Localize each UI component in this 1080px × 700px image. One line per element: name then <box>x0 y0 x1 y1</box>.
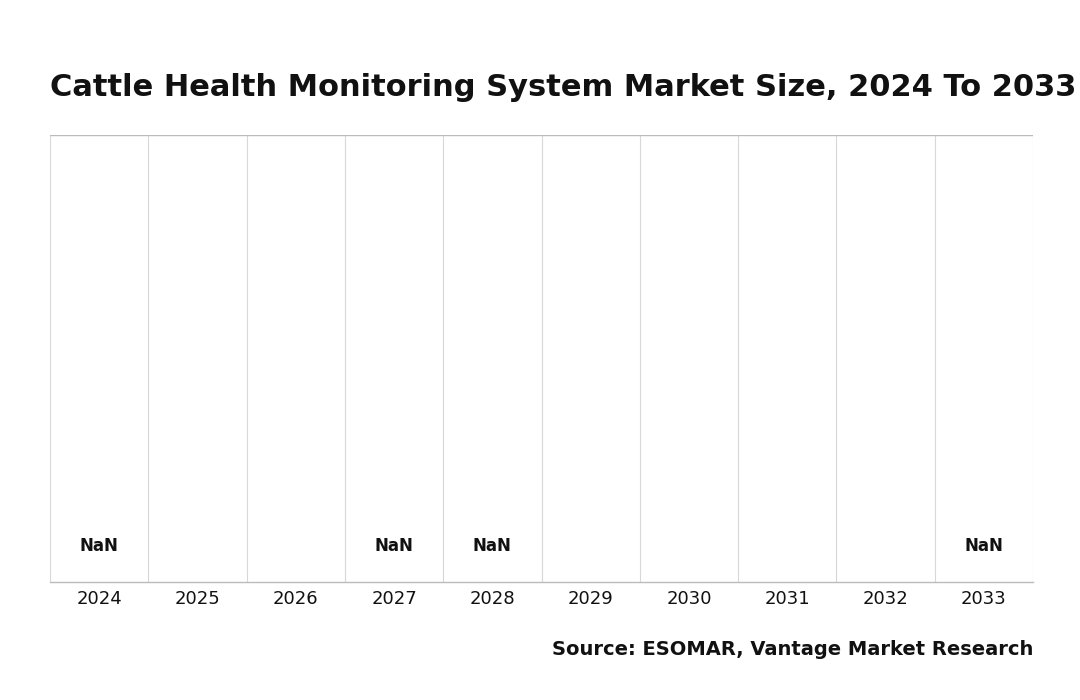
Text: Source: ESOMAR, Vantage Market Research: Source: ESOMAR, Vantage Market Research <box>552 640 1032 659</box>
Text: Cattle Health Monitoring System Market Size, 2024 To 2033 (USD Million): Cattle Health Monitoring System Market S… <box>50 73 1080 102</box>
Text: NaN: NaN <box>964 537 1003 555</box>
Text: NaN: NaN <box>473 537 512 555</box>
Text: NaN: NaN <box>375 537 414 555</box>
Text: NaN: NaN <box>80 537 119 555</box>
